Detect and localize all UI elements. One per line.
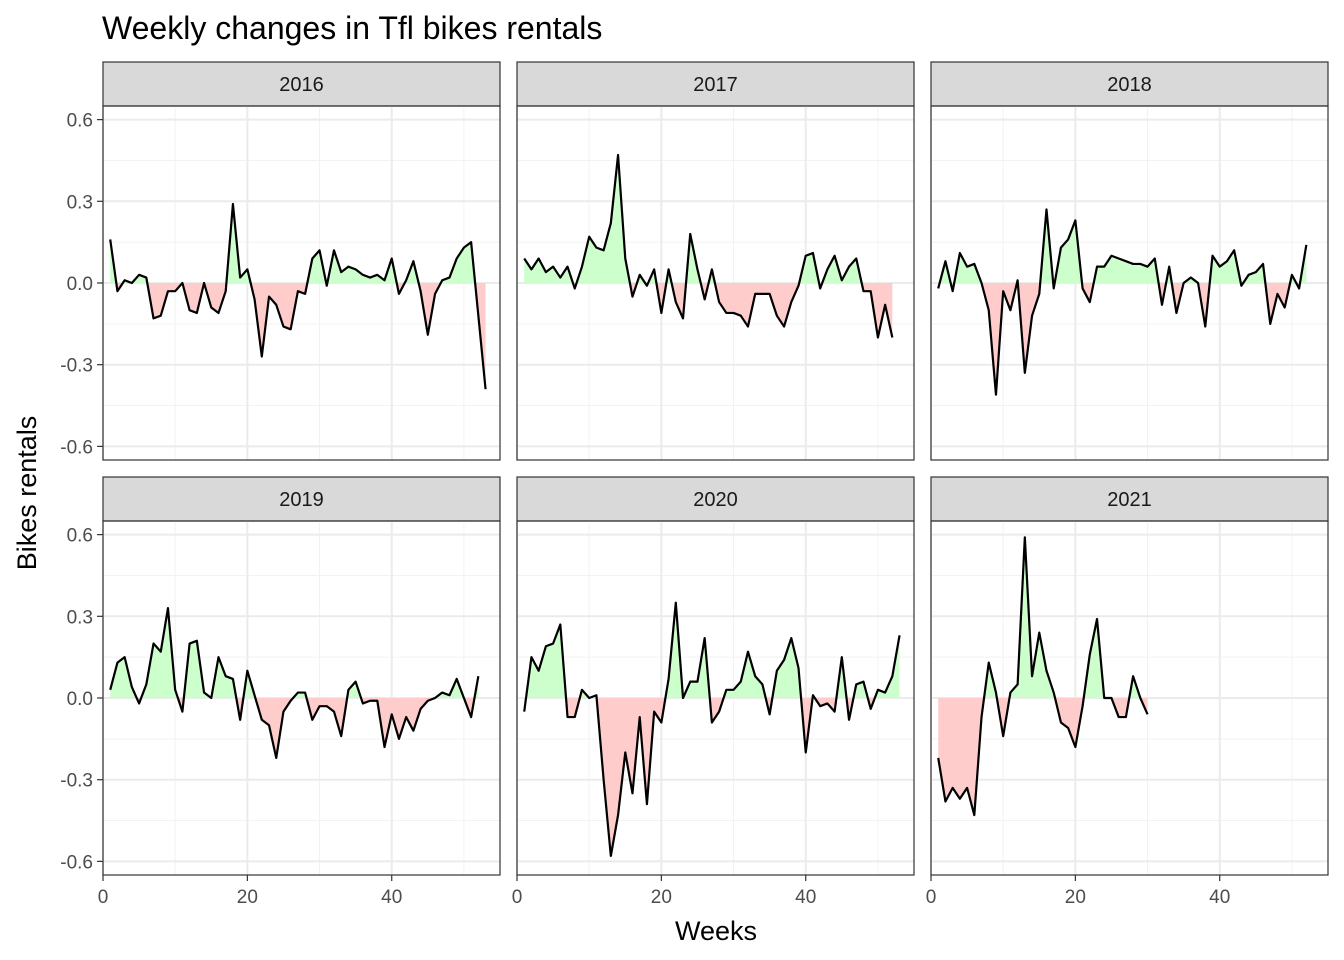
facet-panel-2020: 2020 0 20 40	[512, 476, 915, 908]
x-tick-label: 20	[651, 887, 672, 908]
positive-area	[524, 602, 900, 698]
positive-area	[938, 209, 1307, 283]
y-tick-label: 0.0	[67, 689, 93, 710]
facet-panel-2017: 2017	[516, 61, 915, 461]
y-tick-label: -0.6	[60, 852, 93, 873]
y-tick-label: 0.0	[67, 274, 93, 295]
panel-border	[516, 105, 915, 461]
chart-title: Weekly changes in Tfl bikes rentals	[102, 10, 602, 46]
series-line-2019	[109, 607, 480, 760]
facet-strip	[102, 61, 501, 107]
panel-border	[930, 520, 1329, 876]
facet-strip-label: 2019	[279, 489, 324, 511]
plot-area	[523, 153, 894, 339]
series-line-2018	[937, 208, 1308, 396]
series-line-2020	[523, 601, 901, 858]
y-tick-label: 0.6	[67, 526, 93, 547]
facet-strip	[516, 61, 915, 107]
x-tick-label: 40	[1209, 887, 1230, 908]
x-tick-label: 40	[381, 887, 402, 908]
plot-area	[937, 208, 1308, 396]
positive-area	[524, 155, 893, 283]
y-tick-label: 0.3	[67, 607, 93, 628]
facet-strip-label: 2018	[1107, 74, 1152, 96]
positive-area	[110, 204, 486, 283]
series-line-2016	[109, 202, 487, 390]
negative-area	[524, 283, 893, 338]
facet-strip	[102, 476, 501, 522]
facet-strip-label: 2020	[693, 489, 738, 511]
plot-area	[109, 202, 487, 390]
positive-area	[110, 608, 479, 698]
facet-strip	[930, 61, 1329, 107]
series-line-2017	[523, 153, 894, 339]
facet-strip-label: 2016	[279, 74, 324, 96]
facet-panel-2016: 2016 -0.6 -0.3 0.0 0.3 0.6	[60, 61, 501, 461]
y-tick-label: -0.3	[60, 771, 93, 792]
panel-border	[516, 520, 915, 876]
x-tick-label: 0	[512, 887, 523, 908]
y-tick-label: -0.3	[60, 356, 93, 377]
plot-area	[937, 536, 1149, 817]
panel-border	[930, 105, 1329, 461]
x-tick-label: 40	[795, 887, 816, 908]
facet-panel-2018: 2018	[930, 61, 1329, 461]
x-axis-title: Weeks	[675, 916, 757, 946]
facet-panel-2021: 2021 0 20 40	[926, 476, 1329, 908]
y-tick-label: 0.3	[67, 192, 93, 213]
negative-area	[110, 698, 479, 758]
facet-strip-label: 2017	[693, 74, 738, 96]
facet-panels: 2016 -0.6 -0.3 0.0 0.3 0.6 2017 2018 2019 -0.6 -0.…	[60, 61, 1329, 908]
plot-area	[109, 607, 480, 760]
x-tick-label: 0	[98, 887, 109, 908]
facet-panel-2019: 2019 -0.6 -0.3 0.0 0.3 0.6 0 20 40	[60, 476, 501, 908]
x-tick-label: 20	[237, 887, 258, 908]
plot-area	[523, 601, 901, 858]
positive-area	[938, 537, 1148, 698]
x-tick-label: 20	[1065, 887, 1086, 908]
x-tick-label: 0	[926, 887, 937, 908]
negative-area	[524, 698, 900, 856]
facet-strip-label: 2021	[1107, 489, 1152, 511]
negative-area	[938, 283, 1307, 395]
y-axis-title: Bikes rentals	[12, 416, 42, 571]
y-tick-label: 0.6	[67, 111, 93, 132]
series-line-2021	[937, 536, 1149, 817]
y-tick-label: -0.6	[60, 437, 93, 458]
facet-strip	[930, 476, 1329, 522]
